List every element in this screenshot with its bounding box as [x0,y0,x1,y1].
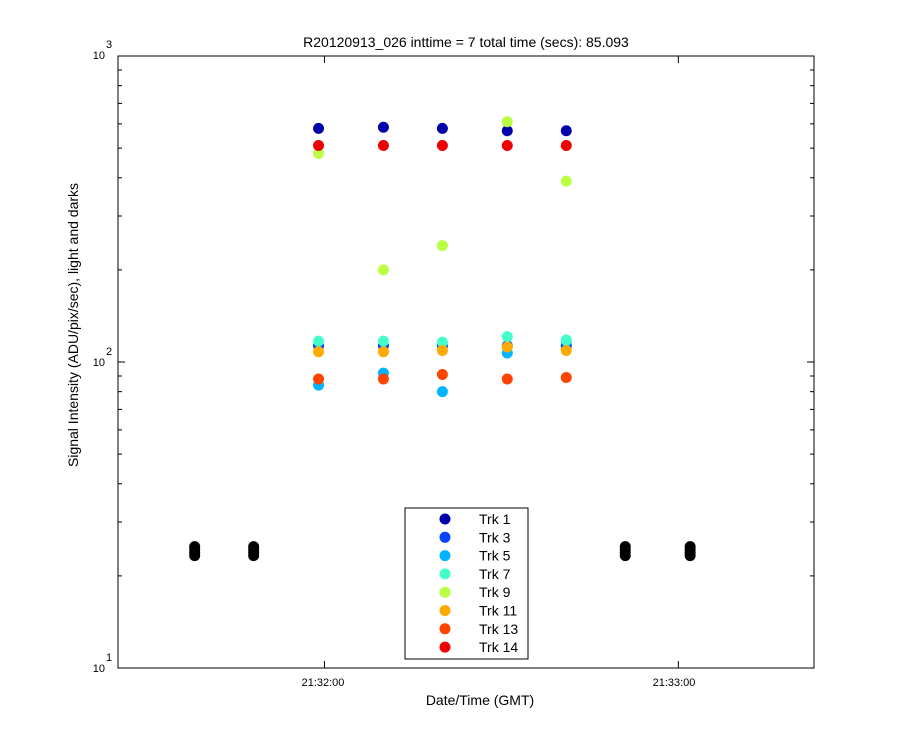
axis-ticks [118,55,814,669]
data-point-trk-14 [377,139,389,151]
legend-marker-trk-1 [439,513,451,525]
data-points [313,116,572,398]
legend-marker-trk-3 [439,531,451,543]
legend-label-trk-13: Trk 13 [479,621,518,637]
legend-marker-trk-13 [439,623,451,635]
data-point-trk-14 [560,139,572,151]
data-point-trk-14 [313,139,325,151]
legend-label-trk-1: Trk 1 [479,511,511,527]
data-point-trk-14 [501,139,513,151]
data-point-trk-11 [313,346,325,358]
y-tick-exponent-1000: 3 [106,39,112,51]
data-point-trk-9 [377,264,389,276]
chart-title: R20120913_026 inttime = 7 total time (se… [303,34,629,50]
y-tick-label-10: 10 [93,663,105,675]
data-point-trk-9 [501,116,513,128]
legend-marker-trk-14 [439,641,451,653]
legend-marker-trk-5 [439,550,451,562]
y-tick-label-1000: 10 [93,50,105,62]
data-point-trk-1 [560,125,572,137]
legend: Trk 1 Trk 3 Trk 5 Trk 7 Trk 9 Trk 11 Trk 13 Trk… [404,507,529,660]
legend-marker-trk-9 [439,586,451,598]
legend-label-trk-3: Trk 3 [479,529,511,545]
legend-label-trk-11: Trk 11 [479,603,517,619]
data-point-trk-1 [436,122,448,134]
data-point-trk-13 [501,373,513,385]
legend-label-trk-7: Trk 7 [479,566,511,582]
data-point-trk-13 [560,371,572,383]
legend-marker-trk-11 [439,605,451,616]
data-point-trk-11 [436,345,448,357]
data-point-trk-11 [501,341,513,353]
legend-label-trk-14: Trk 14 [479,639,518,655]
data-point-trk-7 [313,335,325,347]
data-point-trk-9 [560,175,572,187]
dark-frame-markers [189,541,696,562]
data-point-trk-1 [501,125,513,137]
y-tick-exponent-10: 1 [106,652,112,664]
data-point-trk-13 [436,369,448,381]
legend-box [404,507,529,660]
dark-point [248,550,260,562]
x-tick-labels: 21:32:00 21:33:00 [302,677,696,689]
data-point-trk-1 [377,121,389,133]
y-tick-exponent-100: 2 [106,346,112,358]
data-point-trk-14 [436,139,448,151]
data-point-trk-1 [313,122,325,134]
legend-marker-trk-7 [439,568,451,580]
dark-point [684,550,696,562]
data-point-trk-7 [377,335,389,347]
dark-point [619,550,631,562]
y-axis-label: Signal Intensity (ADU/pix/sec), light an… [65,183,81,467]
dark-point [189,550,201,562]
data-point-trk-7 [501,331,513,343]
data-point-trk-11 [560,345,572,357]
data-point-trk-5 [436,386,448,398]
data-point-trk-9 [313,148,325,160]
legend-label-trk-5: Trk 5 [479,548,511,564]
x-tick-label-2133: 21:33:00 [653,677,696,689]
data-point-trk-7 [436,336,448,348]
data-point-trk-7 [560,334,572,346]
y-tick-label-100: 10 [93,357,105,369]
y-tick-labels: 10 3 10 2 10 1 [93,39,112,675]
data-point-trk-13 [313,373,325,385]
data-point-trk-11 [377,346,389,358]
data-point-trk-9 [436,240,448,252]
legend-label-trk-9: Trk 9 [479,584,511,600]
data-point-trk-13 [377,373,389,385]
x-tick-label-2132: 21:32:00 [302,677,345,689]
x-axis-label: Date/Time (GMT) [426,692,534,708]
